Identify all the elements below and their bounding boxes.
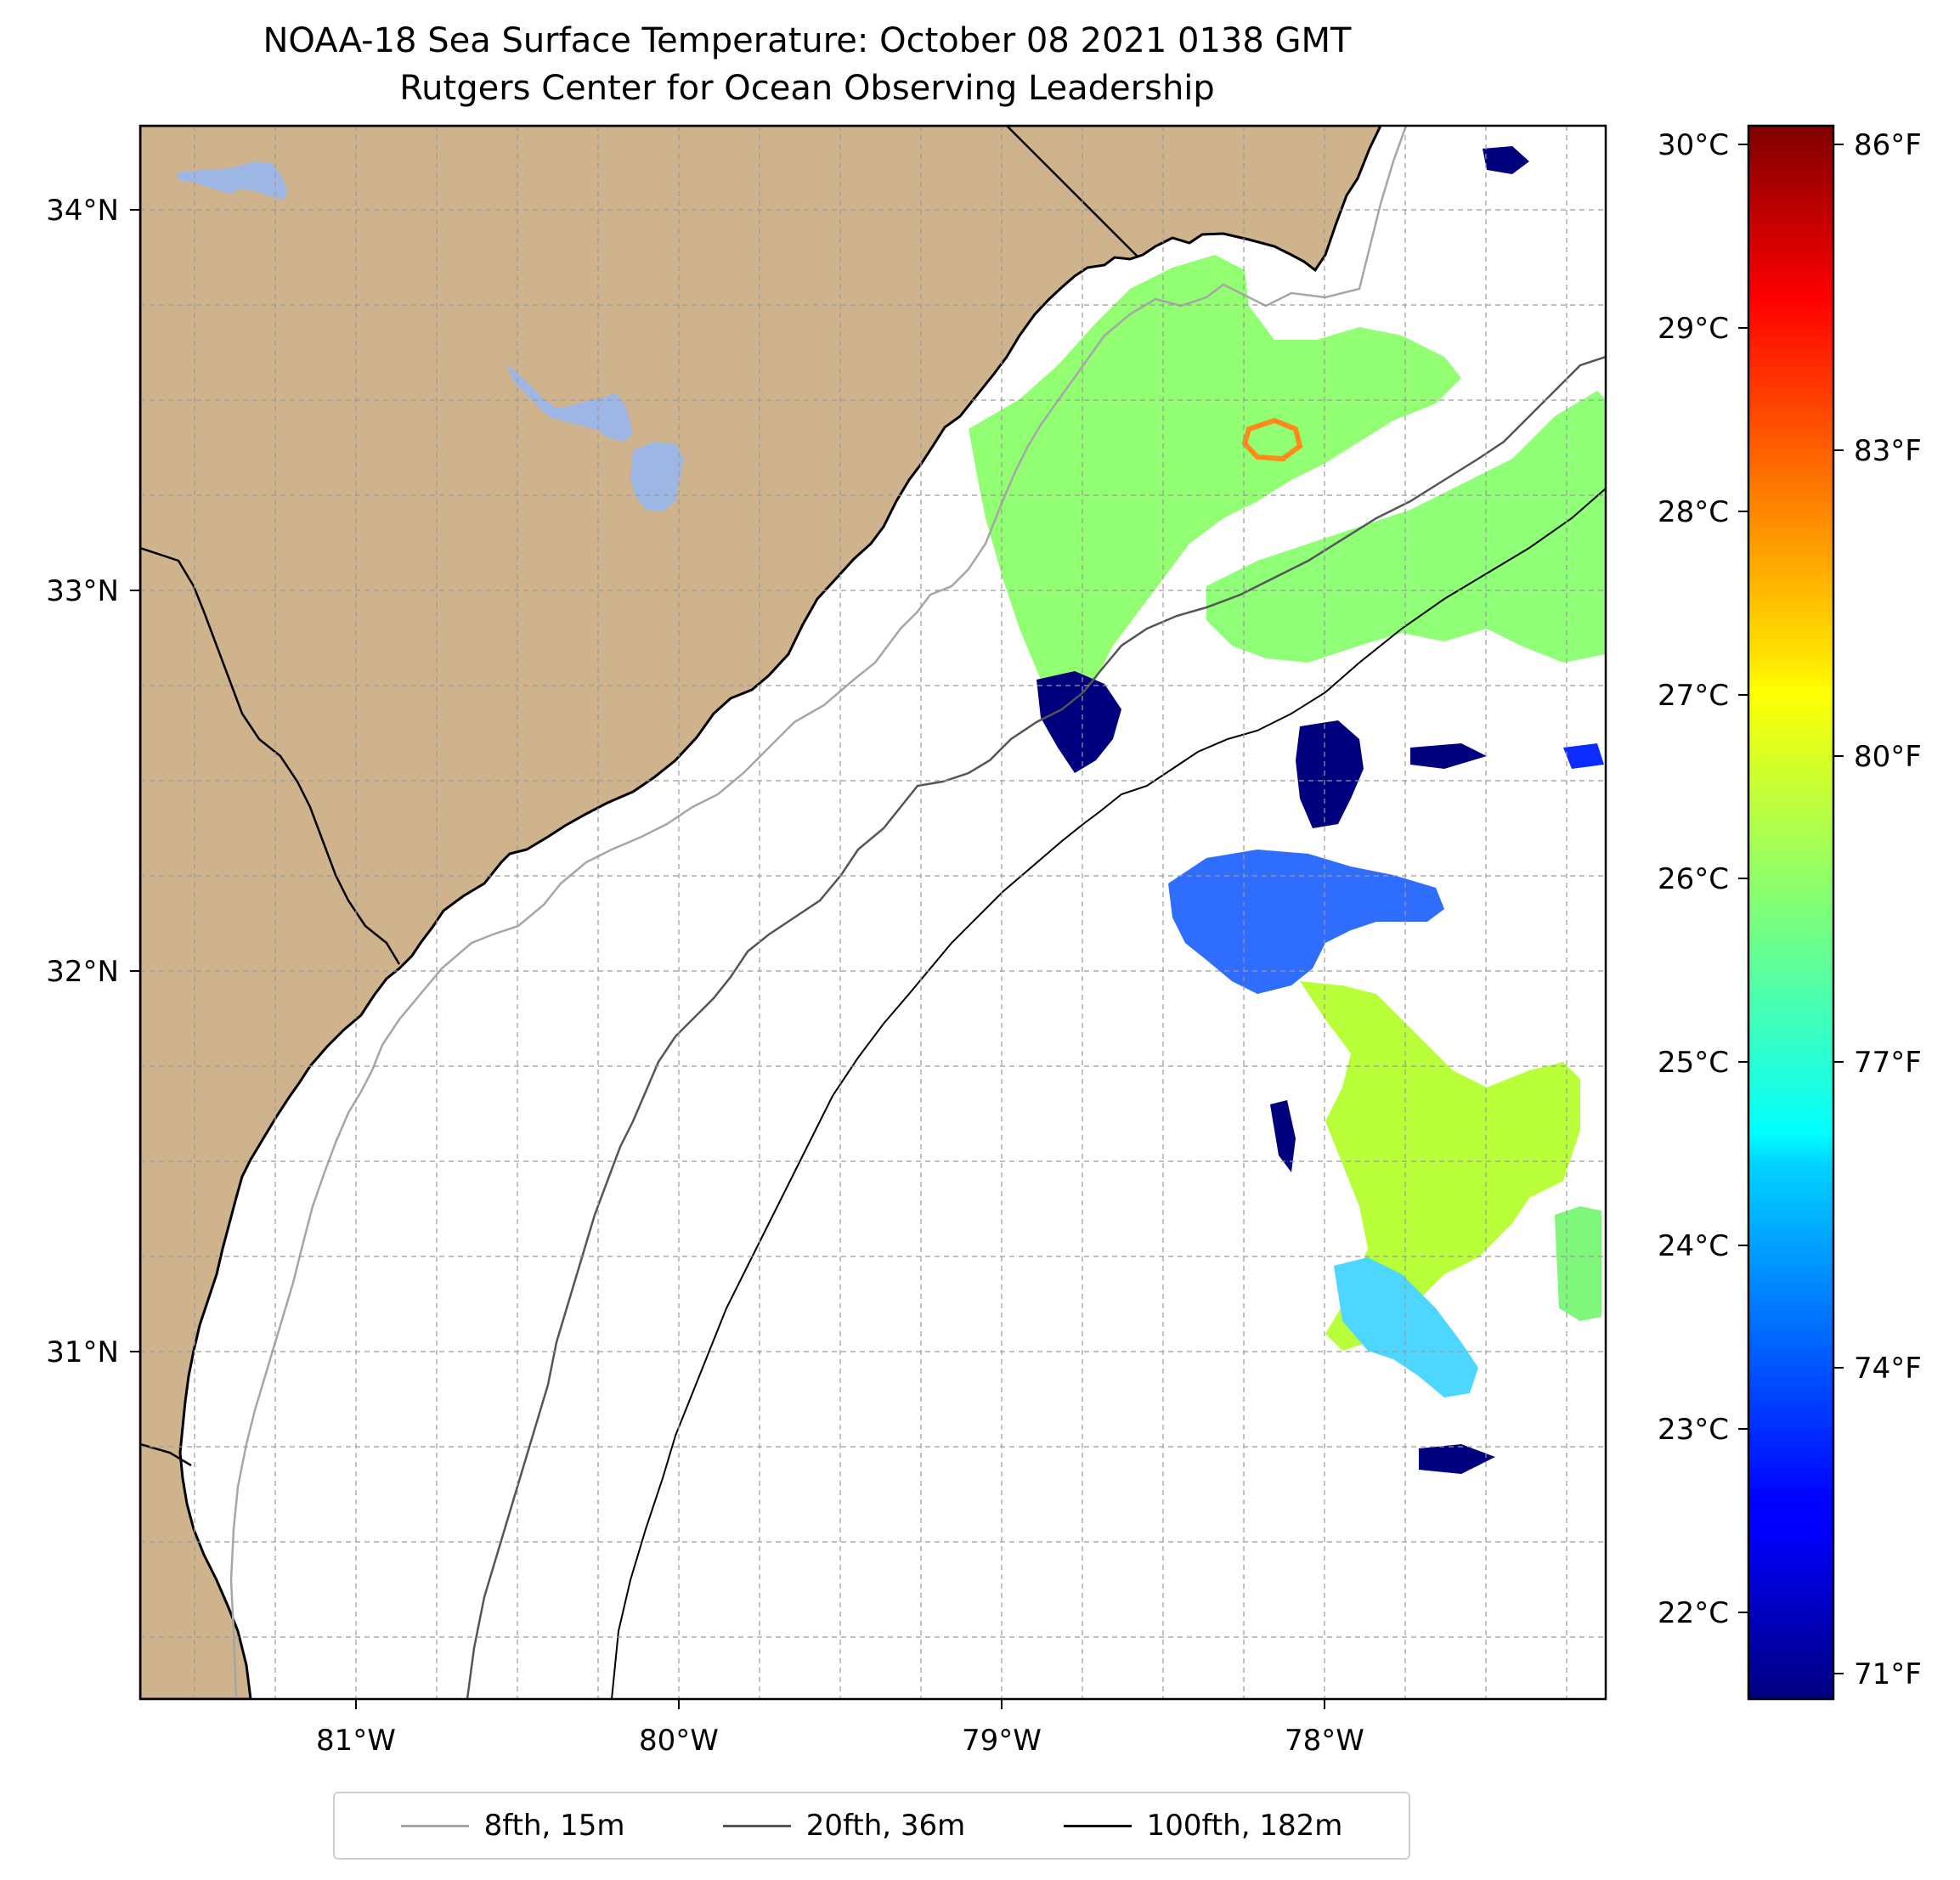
sst-patch-north [969, 255, 1461, 739]
legend-label: 20fth, 36m [805, 1809, 966, 1843]
lat-tick-label: 31°N [46, 1335, 119, 1369]
legend-line-icon [400, 1824, 469, 1827]
celsius-label: 23°C [1658, 1413, 1729, 1447]
fahrenheit-label: 74°F [1854, 1352, 1922, 1386]
lake-marion [506, 364, 633, 442]
fahrenheit-label: 80°F [1854, 740, 1922, 774]
axis-ticks [130, 209, 1325, 1709]
sst-patch-southwest [1334, 1257, 1478, 1397]
celsius-label: 22°C [1658, 1596, 1729, 1630]
fahrenheit-label: 86°F [1854, 128, 1922, 162]
lat-tick-label: 33°N [46, 574, 119, 608]
isobath-15m [229, 126, 1408, 1699]
isobath-182m [611, 488, 1606, 1699]
map-panel [140, 126, 1606, 1699]
sst-patch-mid-blue [1296, 720, 1364, 828]
fahrenheit-label: 71°F [1854, 1657, 1922, 1691]
lon-tick-label: 79°W [962, 1724, 1042, 1758]
celsius-ticks [1738, 144, 1748, 1613]
lat-tick-label: 32°N [46, 955, 119, 989]
lat-tick-label: 34°N [46, 194, 119, 228]
map-title: NOAA-18 Sea Surface Temperature: October… [263, 21, 1352, 60]
lon-tick-label: 78°W [1285, 1724, 1364, 1758]
legend-line-icon [1063, 1824, 1132, 1827]
sst-patch-southeast [1555, 1206, 1601, 1321]
sst-patch-northeast [1206, 391, 1606, 663]
legend-item-182m: 100fth, 182m [1063, 1809, 1343, 1843]
sst-patch-north-blue [1036, 671, 1121, 773]
colorbar [1747, 124, 1835, 1701]
celsius-label: 29°C [1658, 312, 1729, 346]
celsius-label: 30°C [1658, 128, 1729, 162]
lake-moultrie [630, 442, 684, 511]
celsius-label: 25°C [1658, 1046, 1729, 1080]
isobath-legend: 8fth, 15m 20fth, 36m 100fth, 182m [333, 1792, 1410, 1860]
celsius-label: 27°C [1658, 679, 1729, 713]
legend-line-icon [722, 1824, 791, 1827]
lon-tick-label: 80°W [639, 1724, 719, 1758]
map-subtitle: Rutgers Center for Ocean Observing Leade… [399, 69, 1215, 108]
celsius-label: 28°C [1658, 495, 1729, 529]
map-frame [138, 124, 1607, 1701]
sst-patch-scatter-3 [1419, 1444, 1495, 1474]
isobath-36m [466, 355, 1606, 1699]
celsius-label: 24°C [1658, 1229, 1729, 1263]
sst-data-layer [969, 146, 1606, 1474]
legend-item-15m: 8fth, 15m [400, 1809, 625, 1843]
sst-patch-scatter-2 [1410, 743, 1487, 769]
legend-label: 8fth, 15m [483, 1809, 625, 1843]
fahrenheit-ticks [1833, 144, 1844, 1674]
legend-label: 100fth, 182m [1146, 1809, 1343, 1843]
sst-patch-warm-spot [1241, 417, 1303, 462]
lake-wateree [177, 161, 287, 200]
sst-patch-scatter-5 [1270, 1100, 1296, 1172]
sst-patch-central [1168, 850, 1444, 994]
lon-tick-label: 81°W [316, 1724, 396, 1758]
sst-patch-scatter-1 [1483, 146, 1529, 174]
sst-patch-scatter-4 [1563, 743, 1604, 769]
celsius-label: 26°C [1658, 862, 1729, 896]
fahrenheit-label: 83°F [1854, 434, 1922, 468]
gridlines [140, 126, 1606, 1699]
land-mass [140, 126, 1382, 1699]
legend-item-36m: 20fth, 36m [722, 1809, 966, 1843]
fahrenheit-label: 77°F [1854, 1046, 1922, 1080]
